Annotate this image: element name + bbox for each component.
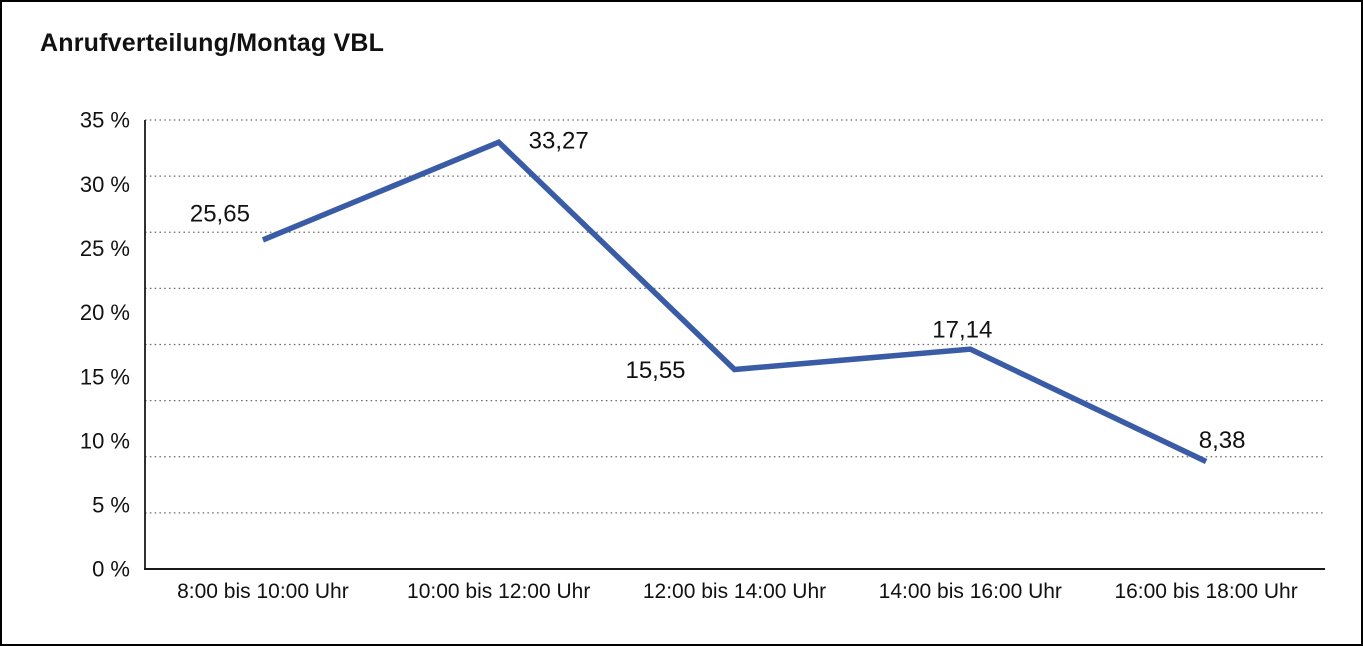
data-line: [261, 138, 1208, 464]
data-label: 15,55: [625, 357, 685, 384]
data-label: 17,14: [932, 317, 992, 344]
x-axis-tick-label: 14:00 bis 16:00 Uhr: [879, 580, 1062, 603]
data-label: 8,38: [1199, 427, 1246, 454]
x-axis-tick-label: 12:00 bis 14:00 Uhr: [643, 580, 826, 603]
y-axis-tick-label: 10 %: [80, 428, 130, 453]
chart-title: Anrufverteilung/Montag VBL: [40, 29, 385, 57]
y-axis-tick-label: 30 %: [80, 172, 130, 197]
x-axis-tick-label: 16:00 bis 18:00 Uhr: [1114, 580, 1297, 603]
y-axis-tick-label: 0 %: [92, 557, 130, 582]
y-axis-tick-label: 15 %: [80, 364, 130, 389]
y-axis-tick-label: 25 %: [80, 236, 130, 261]
y-axis-tick-label: 20 %: [80, 300, 130, 325]
x-axis-tick-label: 8:00 bis 10:00 Uhr: [177, 580, 349, 603]
data-label: 33,27: [529, 128, 589, 155]
y-axis-tick-label: 5 %: [92, 493, 130, 518]
y-axis-tick-label: 35 %: [80, 108, 130, 133]
x-axis-tick-label: 10:00 bis 12:00 Uhr: [407, 580, 590, 603]
data-label: 25,65: [190, 200, 250, 227]
